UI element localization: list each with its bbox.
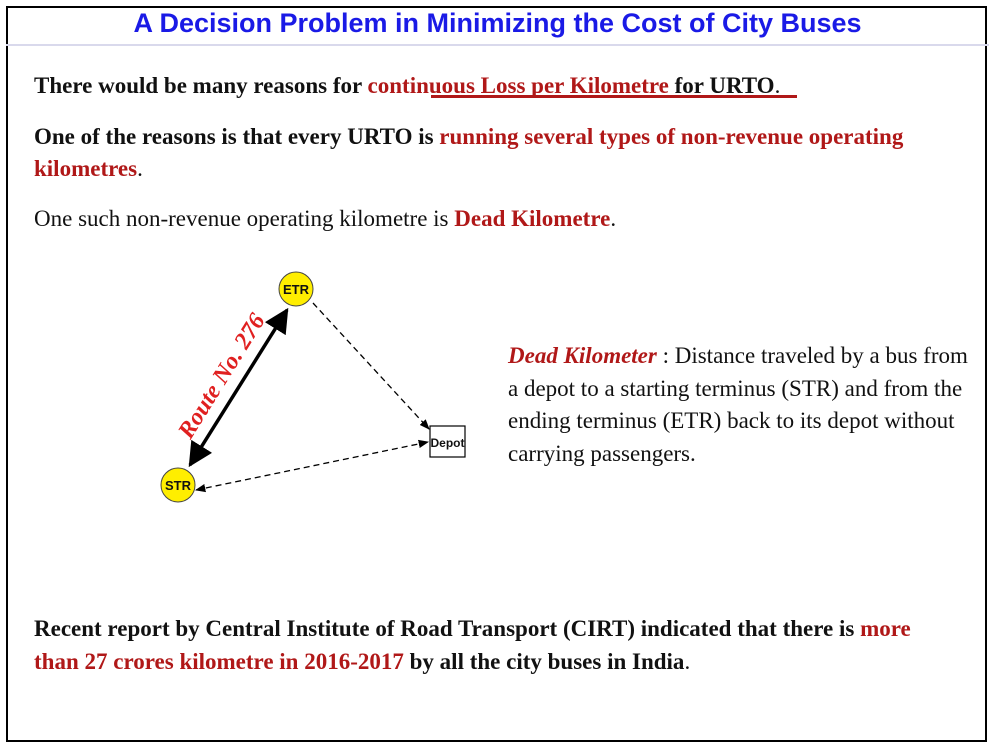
depot-node: Depot: [429, 425, 466, 458]
depot-label: Depot: [431, 436, 465, 450]
para1-end: .: [774, 73, 781, 98]
para3-highlight: Dead Kilometre: [454, 206, 611, 231]
paragraph-loss-reasons: There would be many reasons for continuo…: [34, 70, 780, 102]
para1-before: There would be many reasons for: [34, 73, 368, 98]
definition-separator: :: [656, 343, 675, 368]
para3-end: .: [610, 206, 617, 231]
slide-title: A Decision Problem in Minimizing the Cos…: [133, 8, 862, 38]
depot-str-arrow: [194, 439, 430, 493]
etr-to-depot-arrow: [312, 302, 430, 430]
definition-text: Distance traveled by a bus from a depot …: [508, 343, 968, 466]
para2-end: .: [137, 156, 143, 181]
paragraph-dead-kilometre: One such non-revenue operating kilometre…: [34, 203, 616, 235]
para4-before: Recent report by Central Institute of Ro…: [34, 616, 861, 641]
route-number-label: Route No. 276: [173, 309, 271, 444]
str-node: STR: [160, 467, 196, 503]
para4-highlight: more than 27 crores kilometre in 2016-20…: [34, 616, 911, 674]
para2-before: One of the reasons is that every URTO is: [34, 124, 440, 149]
title-divider: [6, 44, 989, 46]
para2-highlight: running several types of non-revenue ope…: [34, 124, 904, 181]
paragraph-cirt-report: Recent report by Central Institute of Ro…: [34, 612, 954, 678]
highlight-underline: [431, 95, 797, 98]
para4-after: by all the city buses in India: [403, 649, 685, 674]
para3-before: One such non-revenue operating kilometre…: [34, 206, 455, 231]
etr-node: ETR: [278, 271, 314, 307]
str-label: STR: [165, 478, 192, 493]
slide-frame: [6, 6, 987, 742]
paragraph-non-revenue: One of the reasons is that every URTO is…: [34, 121, 964, 185]
para4-end: .: [684, 649, 691, 674]
dead-kilometer-definition: Dead Kilometer : Distance traveled by a …: [508, 340, 968, 470]
para1-after: for URTO: [674, 73, 775, 98]
definition-term: Dead Kilometer: [508, 343, 657, 368]
para1-highlight: continuous Loss per Kilometre: [367, 73, 675, 98]
route-line: [188, 307, 289, 468]
etr-label: ETR: [283, 282, 310, 297]
